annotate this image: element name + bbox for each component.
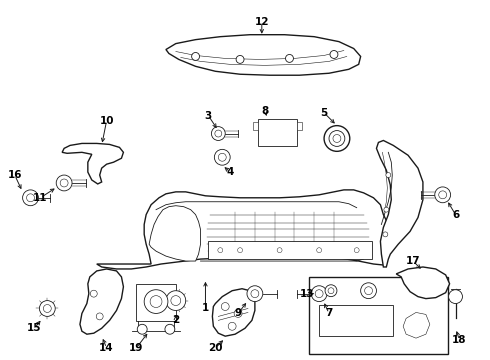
Circle shape — [23, 190, 38, 206]
Circle shape — [333, 135, 341, 143]
Circle shape — [354, 248, 359, 253]
Text: 7: 7 — [325, 309, 333, 319]
Polygon shape — [403, 312, 430, 338]
Circle shape — [435, 187, 451, 203]
Circle shape — [286, 54, 294, 62]
Circle shape — [43, 305, 51, 312]
Bar — [297, 122, 302, 130]
Bar — [309, 277, 448, 354]
Text: 13: 13 — [300, 289, 315, 299]
Circle shape — [247, 286, 263, 302]
Circle shape — [26, 194, 34, 202]
Circle shape — [218, 248, 223, 253]
Text: 17: 17 — [406, 256, 420, 266]
Circle shape — [277, 248, 282, 253]
Circle shape — [56, 175, 72, 191]
Circle shape — [214, 149, 230, 165]
Text: 19: 19 — [129, 343, 144, 353]
Circle shape — [361, 283, 376, 298]
Text: 5: 5 — [320, 108, 328, 118]
Text: 3: 3 — [205, 111, 212, 121]
Circle shape — [228, 322, 236, 330]
Polygon shape — [166, 35, 361, 75]
Circle shape — [328, 288, 334, 294]
Circle shape — [315, 290, 323, 298]
Text: 9: 9 — [235, 309, 242, 319]
Circle shape — [251, 290, 259, 298]
Text: 20: 20 — [208, 343, 222, 353]
Circle shape — [386, 172, 391, 177]
Circle shape — [60, 179, 68, 187]
Polygon shape — [62, 143, 123, 184]
Circle shape — [365, 287, 372, 294]
Text: 6: 6 — [452, 210, 459, 220]
Bar — [253, 122, 258, 130]
Circle shape — [238, 248, 243, 253]
Circle shape — [137, 324, 147, 334]
Circle shape — [219, 153, 226, 161]
Circle shape — [90, 290, 97, 297]
Text: 14: 14 — [99, 343, 114, 353]
Text: 15: 15 — [27, 323, 42, 333]
Text: 10: 10 — [99, 116, 114, 126]
Text: 4: 4 — [226, 167, 234, 177]
Circle shape — [144, 290, 168, 314]
Circle shape — [324, 126, 350, 151]
Circle shape — [221, 302, 229, 310]
Circle shape — [311, 286, 327, 302]
Bar — [136, 284, 176, 321]
Bar — [319, 305, 393, 336]
Circle shape — [317, 248, 321, 253]
Polygon shape — [149, 206, 200, 261]
Bar — [258, 119, 297, 147]
Text: 2: 2 — [172, 315, 179, 325]
Circle shape — [439, 191, 447, 199]
Polygon shape — [97, 190, 391, 269]
Polygon shape — [212, 289, 255, 336]
Circle shape — [329, 131, 345, 147]
Circle shape — [96, 313, 103, 320]
Bar — [208, 241, 371, 259]
Circle shape — [211, 127, 225, 140]
Circle shape — [192, 53, 199, 60]
Text: 11: 11 — [33, 193, 48, 203]
Polygon shape — [376, 140, 423, 267]
Polygon shape — [80, 269, 123, 334]
Circle shape — [165, 324, 175, 334]
Text: 8: 8 — [261, 106, 269, 116]
Text: 18: 18 — [452, 335, 467, 345]
Circle shape — [166, 291, 186, 310]
Text: 16: 16 — [7, 170, 22, 180]
Circle shape — [234, 310, 242, 318]
Polygon shape — [396, 267, 450, 298]
Circle shape — [150, 296, 162, 307]
Text: 1: 1 — [202, 303, 209, 314]
Circle shape — [383, 232, 388, 237]
Circle shape — [215, 130, 222, 137]
Circle shape — [236, 55, 244, 63]
Circle shape — [330, 50, 338, 58]
Circle shape — [384, 207, 389, 212]
Circle shape — [171, 296, 181, 306]
Circle shape — [325, 285, 337, 297]
Text: 12: 12 — [254, 17, 269, 27]
Circle shape — [449, 290, 463, 303]
Circle shape — [39, 301, 55, 316]
